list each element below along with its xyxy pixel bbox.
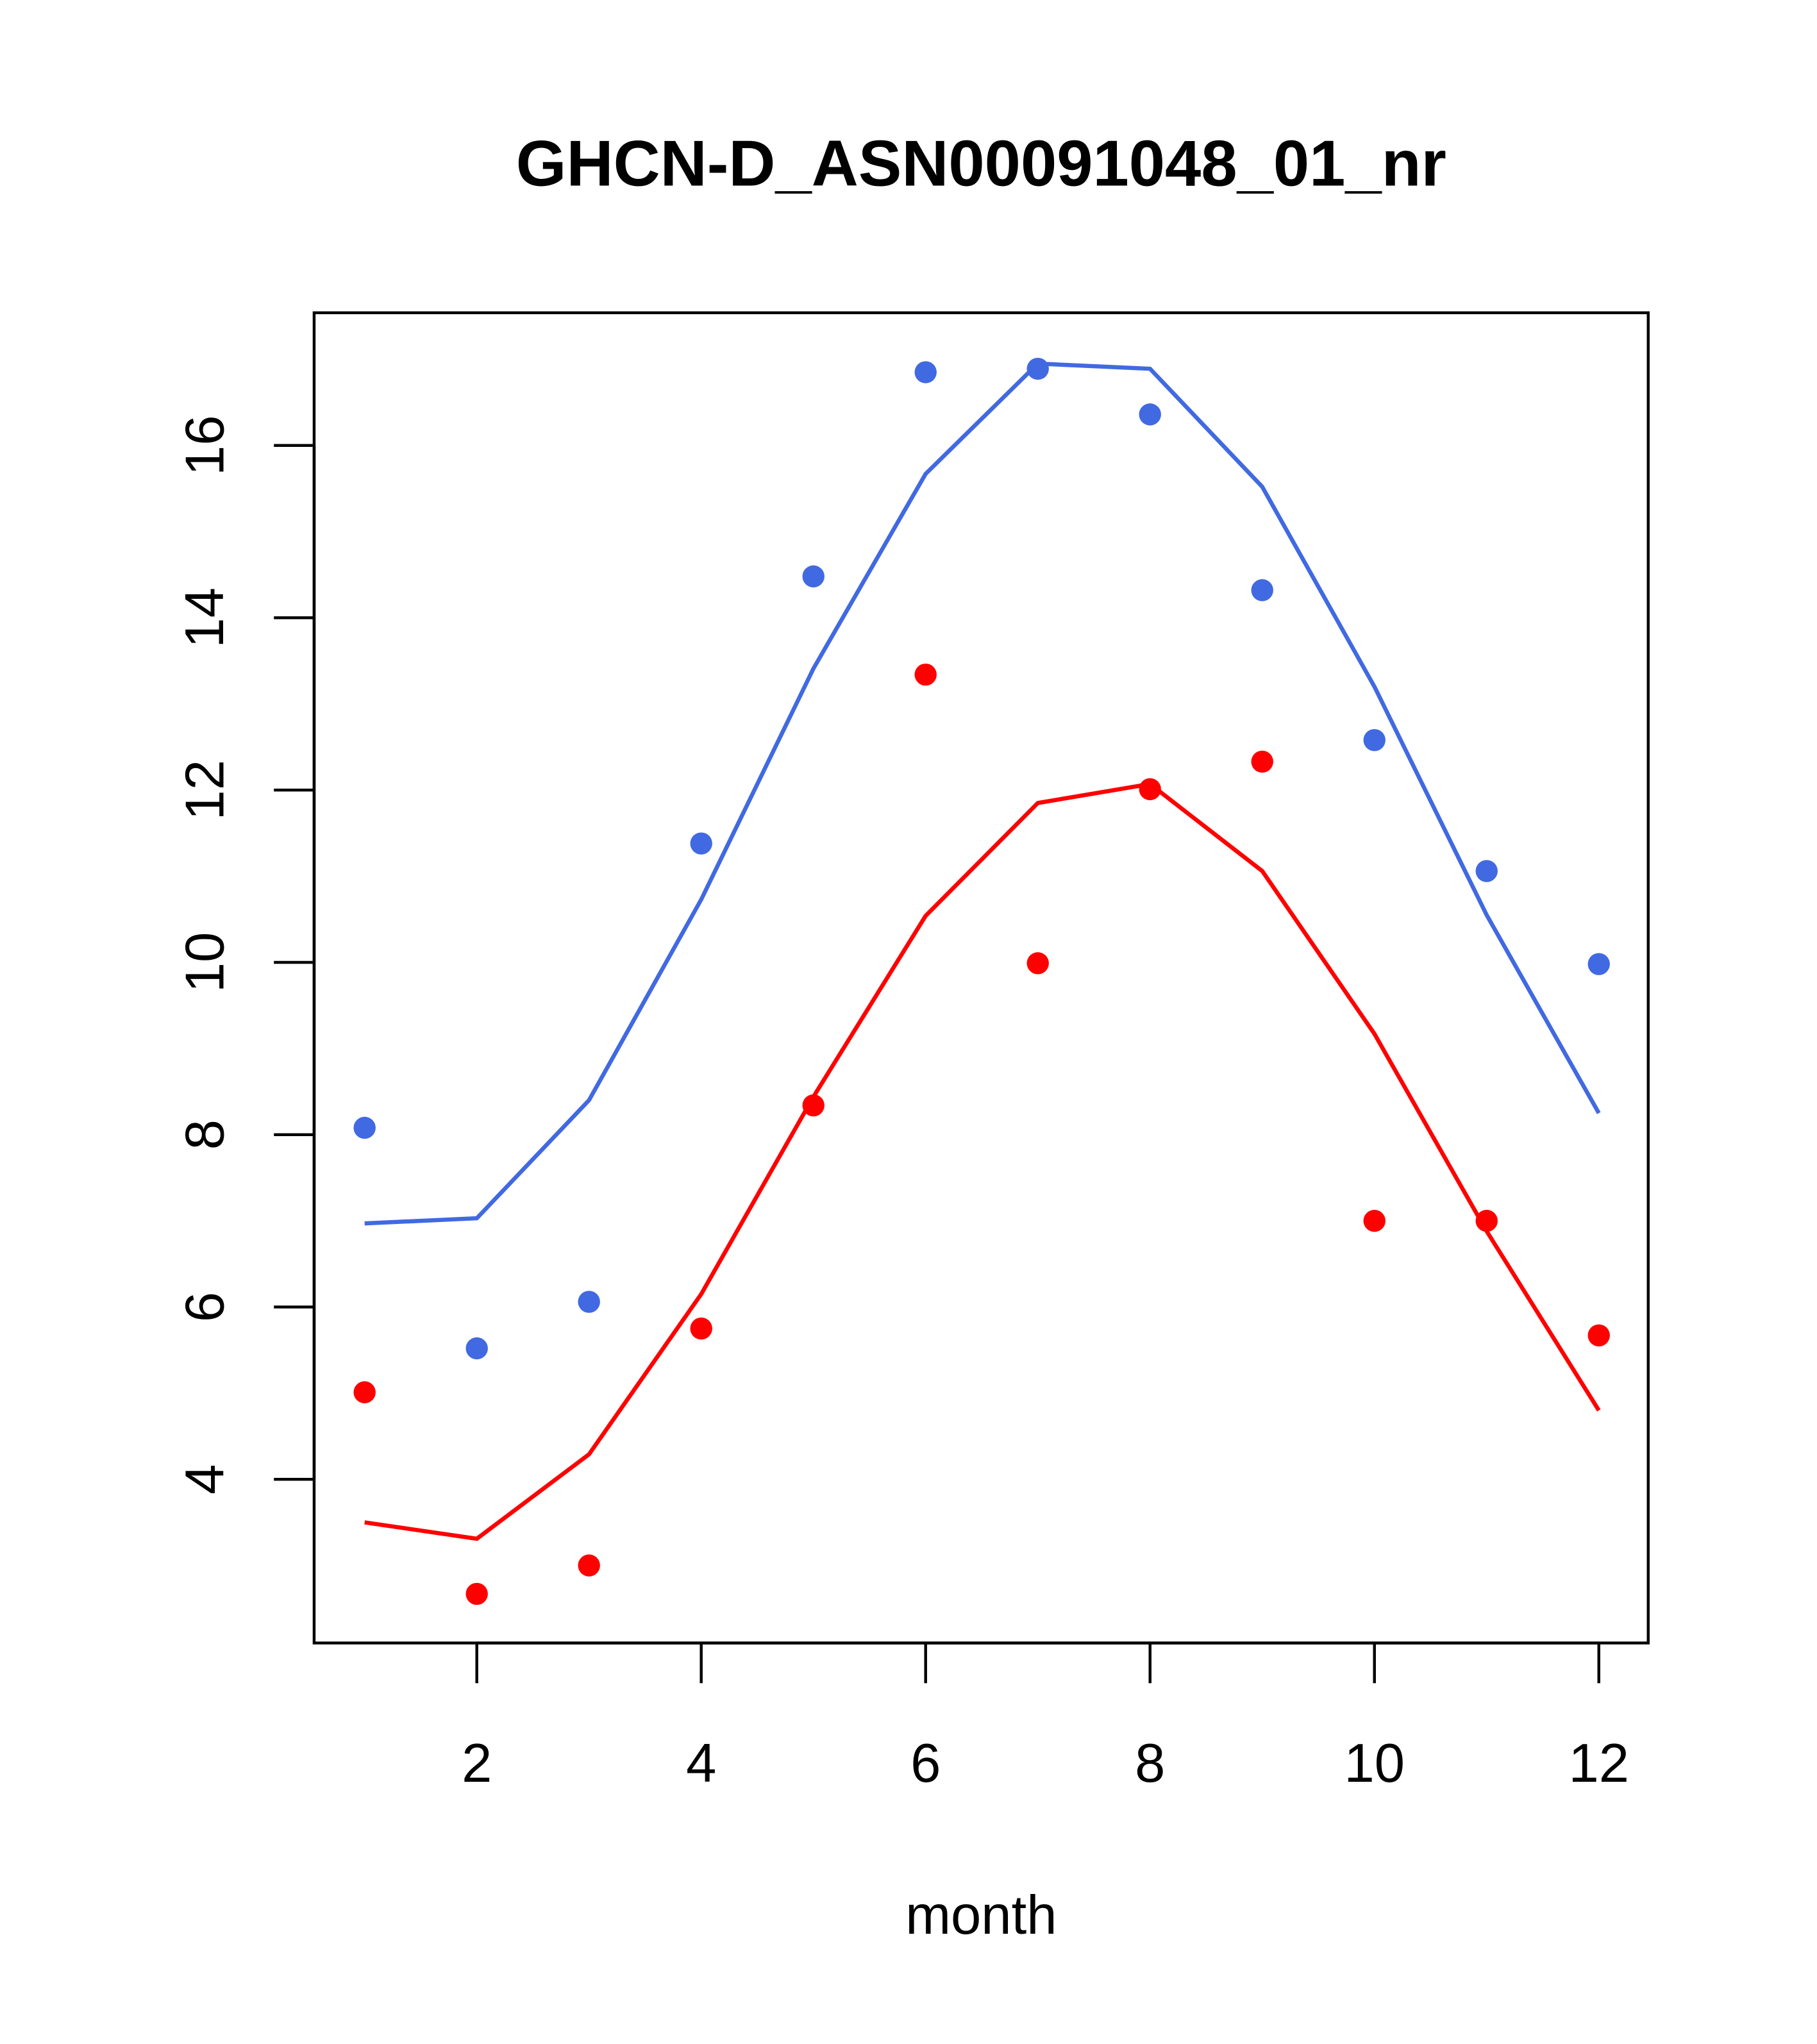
red-point [578, 1554, 600, 1577]
red-point [1475, 1209, 1498, 1232]
x-tick-label: 6 [910, 1733, 941, 1794]
blue-point [1251, 579, 1273, 601]
y-tick-label: 8 [174, 1119, 235, 1150]
blue-point [802, 565, 825, 588]
blue-line-series [364, 361, 1601, 1226]
y-tick-label: 4 [174, 1464, 235, 1495]
x-tick-label: 4 [686, 1733, 716, 1794]
red-point [1251, 750, 1273, 773]
red-point [690, 1317, 712, 1340]
red-line-series [364, 782, 1601, 1541]
x-tick-label: 8 [1135, 1733, 1165, 1794]
red-point [1026, 952, 1049, 975]
y-tick-label: 10 [174, 932, 235, 993]
y-tick-label: 14 [174, 587, 235, 648]
y-axis: 4 6 8 10 12 14 16 [174, 415, 316, 1495]
plot-frame [312, 311, 1650, 1645]
x-axis: 2 4 6 8 10 12 [462, 1641, 1629, 1794]
red-point [1363, 1209, 1386, 1232]
blue-point [465, 1337, 488, 1360]
red-point [914, 663, 937, 686]
blue-point [1475, 860, 1498, 882]
blue-point [1139, 403, 1161, 426]
y-tick-label: 16 [174, 415, 235, 476]
blue-point [1587, 953, 1610, 975]
chart-title: GHCN-D_ASN00091048_01_nr [516, 127, 1446, 199]
x-tick-label: 10 [1344, 1733, 1405, 1794]
plot-marks [353, 357, 1610, 1605]
red-point [802, 1094, 825, 1117]
x-tick-label: 12 [1568, 1733, 1629, 1794]
blue-point [914, 361, 937, 383]
red-point [1587, 1324, 1610, 1347]
blue-point [578, 1291, 600, 1313]
x-tick-label: 2 [462, 1733, 492, 1794]
blue-point [1363, 729, 1386, 751]
blue-point [690, 832, 712, 855]
red-point [353, 1381, 376, 1403]
blue-point [353, 1116, 376, 1139]
y-tick-label: 12 [174, 760, 235, 821]
y-tick-label: 6 [174, 1292, 235, 1322]
red-point [465, 1582, 488, 1605]
x-axis-label: month [905, 1885, 1057, 1946]
